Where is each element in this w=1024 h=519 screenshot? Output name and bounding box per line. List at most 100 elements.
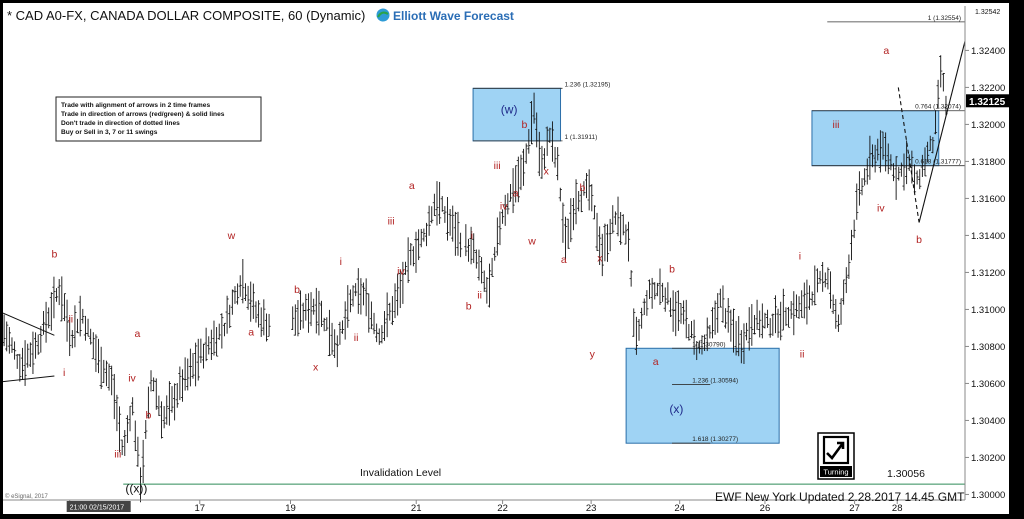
triangle-upper-line xyxy=(2,312,55,336)
wave-label: iii xyxy=(494,160,501,172)
wave-label: b xyxy=(294,284,300,296)
x-axis-tick-label: 19 xyxy=(285,503,296,514)
wave-label: b xyxy=(579,182,585,194)
wave-label: a xyxy=(135,328,141,340)
updated-stamp: EWF New York Updated 2.28.2017 14.45 GMT xyxy=(715,490,965,504)
wave-label: a xyxy=(248,326,254,338)
wave-label: x xyxy=(313,361,319,373)
rules-line-3: Don't trade in direction of dotted lines xyxy=(61,120,180,127)
turning-label: Turning xyxy=(823,468,848,477)
turning-label-bg xyxy=(820,466,852,477)
y-axis-tick-label: 1.30000 xyxy=(971,490,1005,501)
y-axis-tick-label: 1.30200 xyxy=(971,453,1005,464)
invalidation-value: 1.30056 xyxy=(887,468,925,480)
projection-dashed-line xyxy=(897,87,920,223)
invalidation-label: Invalidation Level xyxy=(360,467,441,479)
rules-box-frame xyxy=(55,96,262,142)
elliott-wave-logo-icon xyxy=(376,8,390,22)
y-axis-tick-label: 1.30600 xyxy=(971,379,1005,390)
x-axis-tick-label: 21 xyxy=(411,503,422,514)
y-axis-tick-label: 1.31200 xyxy=(971,268,1005,279)
fib-line-label: 1.236 (1.30594) xyxy=(692,378,738,385)
wave-label: iii xyxy=(833,119,840,131)
wave-label: iii xyxy=(388,215,395,227)
price-bars xyxy=(2,55,948,503)
wave-label: b xyxy=(466,300,472,312)
turning-arrow-icon xyxy=(822,435,850,465)
x-axis-tick-label: 26 xyxy=(760,503,771,514)
rules-box: Trade with alignment of arrows in 2 time… xyxy=(55,96,262,142)
brand-name: Elliott Wave Forecast xyxy=(393,9,514,23)
wave-label: iv xyxy=(877,202,885,214)
fib-line-label: 1.618 (1.30277) xyxy=(692,436,738,443)
wave-label: a xyxy=(409,180,415,192)
extension-line-label: 1 (1.32554) xyxy=(928,15,961,22)
y-axis-tick-label: 1.31800 xyxy=(971,157,1005,168)
fib-line-label: 1.236 (1.32195) xyxy=(565,81,611,88)
wave-label: b xyxy=(916,234,922,246)
wave-label: (x) xyxy=(669,402,683,416)
turning-badge[interactable]: Turning xyxy=(817,432,855,480)
wave-label: w xyxy=(527,236,536,248)
overlays: 1 (1.32554) xyxy=(2,15,966,485)
y-axis-tick-label: 1.32200 xyxy=(971,83,1005,94)
y-axis-tick-label: 1.30800 xyxy=(971,342,1005,353)
wave-label: iv xyxy=(500,201,508,213)
y-axis-tick-label: 1.31400 xyxy=(971,231,1005,242)
fib-line-label: 1 (1.30790) xyxy=(692,341,725,348)
wave-label: y xyxy=(590,349,596,361)
wave-label: ii xyxy=(477,289,482,301)
wave-label: ii xyxy=(354,332,359,344)
w-box xyxy=(472,87,562,142)
wave-label: a xyxy=(561,254,567,266)
wave-label: i xyxy=(471,230,473,242)
x-axis-tick-label: 24 xyxy=(674,503,685,514)
x-axis-tick-label: 21:00 02/15/2017 xyxy=(70,505,125,512)
fib-line-label: 0.618 (1.31777) xyxy=(915,159,961,166)
copyright: © eSignal, 2017 xyxy=(5,493,48,500)
wave-label: x xyxy=(597,252,603,264)
last-price-tag xyxy=(966,94,1009,108)
wave-label: i xyxy=(63,367,65,379)
turning-arrow-shape xyxy=(826,441,845,460)
brand-logo[interactable]: Elliott Wave Forecast xyxy=(376,8,514,24)
wave-label: i xyxy=(340,256,342,268)
last-price-label: 1.32125 xyxy=(969,97,1006,108)
fib-boxes: 1.236 (1.32195) 1 (1.31911) 1 (1.30790) 1.2… xyxy=(472,81,965,444)
wave-label: ii xyxy=(68,313,73,325)
wave-label: iii xyxy=(114,448,121,460)
chart-title: * CAD A0-FX, CANADA DOLLAR COMPOSITE, 60… xyxy=(7,8,365,23)
rules-line-2: Trade in direction of arrows (red/green)… xyxy=(61,111,225,118)
ohlc-chart[interactable]: 1.236 (1.32195) 1 (1.31911) 1 (1.30790) 1.2… xyxy=(2,3,1009,514)
axes: 1.30000 1.30200 1.30400 1.30600 1.30800 1.310… xyxy=(3,6,1009,514)
triangle-lower-line xyxy=(2,375,55,383)
wave-label: x xyxy=(544,165,550,177)
projection-solid-line xyxy=(918,41,966,223)
wave-label: a xyxy=(883,45,889,57)
wave-label: b xyxy=(51,249,57,261)
x-axis-tick-label: 27 xyxy=(849,503,860,514)
y-axis-tick-label: 1.32000 xyxy=(971,120,1005,131)
wave-label: a xyxy=(513,188,519,200)
y-axis-tick-label: 1.30400 xyxy=(971,416,1005,427)
x-axis-tick-label: 22 xyxy=(497,503,508,514)
x-axis-tick-label: 23 xyxy=(586,503,597,514)
wave-label: ((x)) xyxy=(125,482,147,496)
y-axis-tick-label: 1.31000 xyxy=(971,305,1005,316)
wave-labels: biiiaivbiii((x))wabxiiiiiiivaiiibiiiiv(w… xyxy=(51,45,922,495)
logo-swoosh xyxy=(377,11,389,18)
wave-label: b xyxy=(522,119,528,131)
wave-label: b xyxy=(669,263,675,275)
wave-label: b xyxy=(145,410,151,422)
wave-label: iv xyxy=(397,265,405,277)
rules-line-4: Buy or Sell in 3, 7 or 11 swings xyxy=(61,129,158,136)
wave-label: i xyxy=(799,250,801,262)
wave-label: iv xyxy=(128,373,136,385)
wave-label: (w) xyxy=(501,102,518,116)
x-axis-cursor-bg xyxy=(66,501,131,512)
wave-label: a xyxy=(653,356,659,368)
wave-label: ii xyxy=(800,349,805,361)
fib-line-label: 1 (1.31911) xyxy=(565,134,598,141)
wave-label: w xyxy=(227,230,236,242)
